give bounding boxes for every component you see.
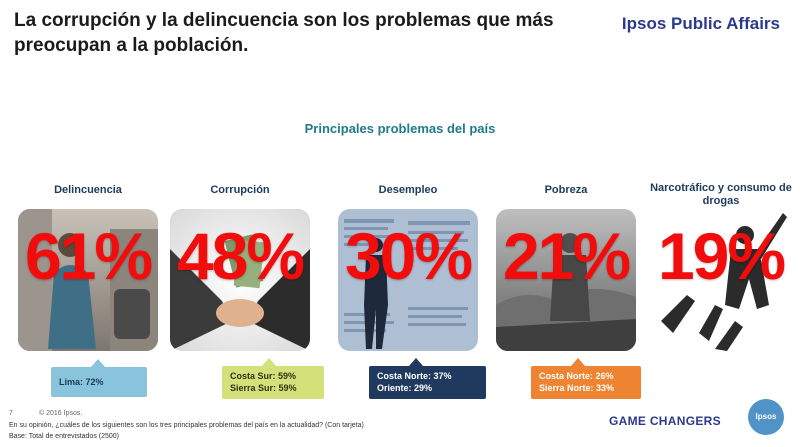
section-subtitle: Principales problemas del país — [304, 121, 496, 136]
card-label: Desempleo — [378, 184, 438, 196]
problem-card-delincuencia: Delincuencia 61% — [18, 182, 158, 354]
survey-base: Base: Total de entrevistados (2500) — [9, 433, 119, 440]
callout-pobreza: Costa Norte: 26% Sierra Norte: 33% — [531, 358, 641, 399]
problem-card-desempleo: Desempleo 30% — [338, 182, 478, 354]
problem-card-narcotrafico: Narcotráfico y consumo de drogas 19% — [650, 182, 792, 354]
percent-value: 19% — [657, 219, 786, 293]
tagline: GAME CHANGERS — [609, 414, 721, 428]
corrupcion-photo — [170, 209, 310, 351]
card-label: Delincuencia — [54, 184, 122, 196]
callout-line: Costa Norte: 26% — [539, 371, 614, 381]
problem-card-pobreza: Pobreza 21% — [496, 182, 636, 354]
callout-line: Costa Sur: 59% — [230, 371, 297, 381]
pobreza-photo — [496, 209, 636, 351]
card-label: Narcotráfico y consumo de drogas — [650, 182, 792, 207]
percent-value: 21% — [502, 219, 631, 293]
callout-line: Sierra Norte: 33% — [539, 383, 615, 393]
callout-delincuencia: Lima: 72% — [51, 359, 147, 397]
problem-card-corrupcion: Corrupción 48% — [170, 182, 310, 354]
brand-name: Ipsos Public Affairs — [621, 14, 780, 33]
narcotrafico-photo — [651, 209, 791, 351]
card-label: Corrupción — [210, 184, 270, 196]
callout-line: Lima: 72% — [59, 377, 104, 387]
callout-line: Sierra Sur: 59% — [230, 383, 297, 393]
page-number: 7 — [9, 410, 13, 417]
delincuencia-photo — [18, 209, 158, 351]
card-label: Pobreza — [544, 184, 588, 196]
desempleo-photo — [338, 209, 478, 351]
copyright: © 2016 Ipsos. — [39, 410, 83, 417]
callout-line: Costa Norte: 37% — [377, 371, 452, 381]
slide-title: La corrupción y la delincuencia son los … — [14, 10, 554, 56]
callout-line: Oriente: 29% — [377, 383, 433, 393]
survey-question: En su opinión, ¿cuáles de los siguientes… — [9, 422, 364, 429]
callout-corrupcion: Costa Sur: 59% Sierra Sur: 59% — [222, 358, 324, 399]
percent-value: 30% — [344, 219, 473, 293]
callout-desempleo: Costa Norte: 37% Oriente: 29% — [369, 358, 486, 399]
ipsos-logo: Ipsos — [748, 399, 784, 435]
percent-value: 61% — [24, 219, 153, 293]
percent-value: 48% — [176, 219, 305, 293]
